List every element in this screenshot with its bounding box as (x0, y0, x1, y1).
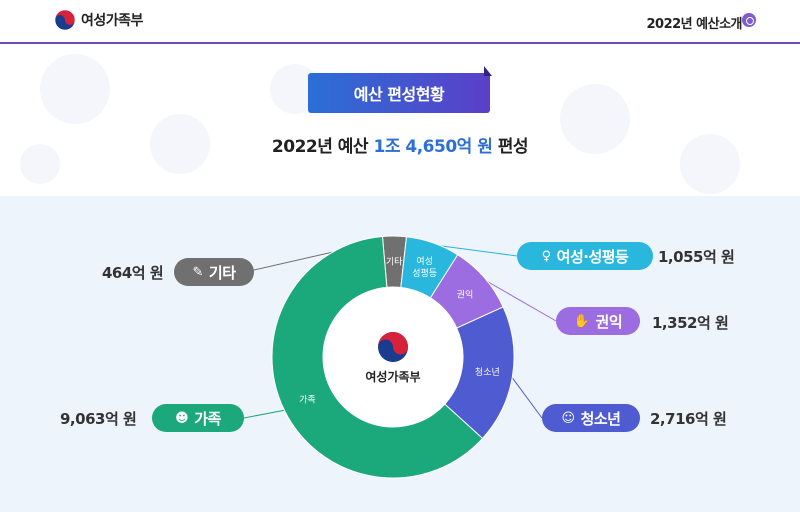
legend-label-youth: 청소년 (580, 409, 621, 428)
leader-rights (482, 278, 557, 322)
budget-summary: 2022년 예산 1조 4,650억 원 편성 (0, 132, 800, 157)
summary-prefix: 2022년 예산 (271, 137, 374, 157)
legend-label-etc: 기타 (208, 263, 236, 282)
inner-label-rights: 권익 (457, 288, 474, 300)
legend-pill-family: ☻ 가족 (152, 404, 244, 432)
section-badge: 예산 편성현황 (308, 73, 490, 113)
summary-suffix: 편성 (492, 137, 529, 157)
family-icon: ☻ (175, 410, 189, 426)
pencil-icon: ✎ (192, 264, 203, 280)
legend-pill-rights: ✋ 권익 (556, 307, 640, 335)
amount-rights: 1,352억 원 (652, 314, 729, 332)
person-icon: ♀ (541, 248, 552, 264)
hands-icon: ✋ (573, 313, 590, 329)
youth-icon: ☺ (561, 410, 576, 426)
header-bar: 여성가족부 2022년 예산소개 (0, 0, 800, 44)
legend-label-family: 가족 (194, 409, 221, 428)
amount-etc: 464억 원 (102, 264, 164, 282)
amount-youth: 2,716억 원 (650, 410, 727, 428)
logo-text: 여성가족부 (81, 13, 143, 29)
legend-label-rights: 권익 (595, 312, 623, 331)
amount-women: 1,055억 원 (658, 248, 735, 266)
legend-label-women: 여성·성평등 (556, 247, 629, 266)
page-title: 2022년 예산소개 (646, 17, 742, 32)
amount-family: 9,063억 원 (60, 410, 137, 428)
ministry-logo[interactable]: 여성가족부 (54, 9, 143, 31)
inner-label-etc: 기타 (386, 257, 403, 268)
inner-label-family: 가족 (299, 394, 316, 405)
legend-pill-women: ♀ 여성·성평등 (517, 242, 653, 270)
legend-pill-youth: ☺ 청소년 (542, 404, 640, 432)
center-logo: 여성가족부 (365, 332, 421, 384)
badge-fold (484, 66, 492, 76)
summary-highlight: 1조 4,650억 원 (373, 137, 493, 157)
leader-family (243, 409, 287, 419)
center-logo-text: 여성가족부 (365, 369, 420, 384)
legend-pill-etc: ✎ 기타 (174, 258, 254, 286)
title-section (0, 44, 800, 196)
inner-label-women: 여성 성평등 (412, 255, 437, 279)
leader-youth (510, 375, 543, 419)
leader-women (432, 244, 518, 257)
taegeuk-icon (54, 9, 76, 31)
inner-label-youth: 청소년 (475, 367, 500, 378)
share-icon[interactable] (742, 13, 756, 27)
